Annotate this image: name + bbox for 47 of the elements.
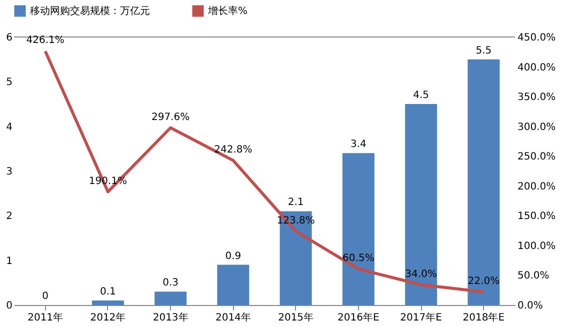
y2-tick-label: 50.0%: [518, 270, 550, 282]
y-tick-label: 5: [6, 77, 12, 88]
y2-tick-label: 100.0%: [518, 240, 556, 252]
data-label: 34.0%: [405, 268, 437, 280]
y-tick-label: 6: [6, 32, 12, 44]
y-tick-label: 4: [6, 122, 12, 133]
y2-tick-label: 0.0%: [518, 300, 543, 312]
y-tick-label: 0: [6, 300, 12, 312]
y-tick-label: 1: [6, 256, 12, 267]
x-tick-label: 2016年E: [338, 312, 380, 324]
y2-tick-label: 200.0%: [518, 181, 556, 192]
data-label: 0.9: [225, 250, 242, 262]
x-tick-label: 2017年E: [400, 312, 442, 324]
legend-label: 增长率%: [207, 5, 248, 17]
data-label: 426.1%: [26, 35, 64, 46]
y2-tick-label: 400.0%: [518, 62, 556, 74]
bar: [154, 292, 187, 305]
x-tick-label: 2013年: [152, 312, 188, 324]
y2-tick-label: 300.0%: [518, 122, 556, 133]
data-label: 0.1: [100, 286, 116, 298]
x-tick-label: 2018年E: [462, 312, 505, 324]
data-label: 2.1: [288, 197, 304, 208]
bar: [405, 104, 438, 305]
bar: [342, 153, 374, 305]
data-label: 3.4: [350, 139, 366, 150]
data-label: 60.5%: [342, 252, 374, 264]
data-label: 22.0%: [468, 276, 500, 287]
y2-tick-label: 150.0%: [518, 211, 556, 222]
legend-label: 移动网购交易规模：万亿元: [30, 5, 150, 17]
y2-tick-label: 450.0%: [518, 32, 556, 44]
data-label: 4.5: [413, 90, 430, 101]
data-label: 242.8%: [214, 144, 252, 156]
y2-tick-label: 350.0%: [518, 92, 556, 104]
bar: [92, 300, 124, 305]
x-tick-label: 2011年: [28, 312, 64, 324]
data-label: 5.5: [476, 45, 492, 56]
y-tick-label: 2: [6, 211, 12, 222]
y2-tick-label: 250.0%: [518, 152, 556, 163]
bar: [468, 59, 500, 305]
y-tick-label: 3: [6, 166, 12, 178]
x-tick-label: 2012年: [90, 312, 126, 324]
bar: [217, 264, 250, 305]
data-label: 0: [42, 291, 48, 302]
data-label: 0.3: [162, 278, 179, 289]
data-label: 297.6%: [151, 112, 190, 123]
x-tick-label: 2015年: [278, 312, 314, 324]
x-tick-label: 2014年: [215, 312, 251, 324]
